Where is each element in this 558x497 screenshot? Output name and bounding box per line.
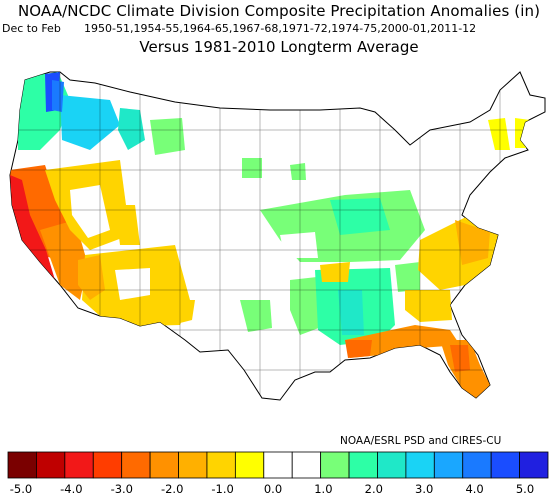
colorbar-swatch — [121, 451, 151, 479]
anomaly-region-az-white — [115, 268, 150, 300]
colorbar-swatch — [405, 451, 435, 479]
colorbar-tick-label: 3.0 — [415, 482, 434, 496]
colorbar-swatch — [149, 451, 179, 479]
anomaly-region-ne-yellow — [488, 118, 510, 150]
colorbar-swatch — [36, 451, 66, 479]
colorbar-tick-label: 5.0 — [515, 482, 535, 496]
colorbar-swatch — [234, 451, 265, 479]
anomaly-region-fl-panhandle — [345, 325, 460, 358]
colorbar-swatch — [206, 451, 236, 479]
anomaly-region-wy-wet — [242, 158, 262, 178]
colorbar-swatch — [7, 451, 37, 479]
anomaly-region-nc-orange — [455, 220, 490, 265]
anomaly-region-idaho-wet — [118, 108, 145, 150]
colorbar-swatch — [377, 451, 407, 479]
anomaly-region-montana-wet — [150, 118, 185, 155]
anomaly-region-ms-teal — [338, 290, 364, 335]
colorbar-swatch — [519, 451, 549, 479]
colorbar — [7, 451, 549, 479]
colorbar-tick-label: 0.0 — [263, 482, 283, 496]
composite-years: 1950-51,1954-55,1964-65,1967-68,1971-72,… — [84, 22, 477, 35]
colorbar-tick-label: -4.0 — [60, 482, 83, 496]
anomaly-region-ca-south — [40, 220, 88, 300]
colorbar-tick-label: -3.0 — [110, 482, 134, 496]
anomaly-region-ok-wet — [240, 300, 272, 332]
colorbar-swatch — [320, 451, 350, 479]
anomaly-region-ga-yellow — [405, 290, 452, 322]
anomaly-region-gulf-dark — [345, 340, 372, 358]
anomaly-region-nm-dry — [170, 300, 195, 325]
map-subtitle: Versus 1981-2010 Longterm Average — [139, 38, 419, 56]
colorbar-swatch — [178, 451, 208, 479]
anomaly-region-ohio-teal — [330, 198, 390, 235]
colorbar-swatch — [263, 451, 293, 479]
colorbar-swatch — [291, 451, 322, 479]
colorbar-swatch — [490, 451, 520, 479]
colorbar-swatch — [348, 451, 378, 479]
colorbar-tick-label: -1.0 — [211, 482, 234, 496]
anomaly-region-ca-coast — [10, 175, 58, 290]
anomaly-region-wa-dark — [52, 80, 64, 112]
anomaly-region-ne-yellow2 — [515, 118, 530, 148]
anomaly-region-indiana-white — [280, 232, 318, 258]
anomaly-region-ky-yellow — [320, 262, 350, 282]
colorbar-swatch — [462, 451, 492, 479]
credit-text: NOAA/ESRL PSD and CIRES-CU — [340, 435, 502, 447]
season-label: Dec to Feb — [2, 22, 61, 35]
colorbar-tick-label: 4.0 — [465, 482, 484, 496]
anomaly-region-tn-green — [395, 262, 420, 292]
map-title: NOAA/NCDC Climate Division Composite Pre… — [17, 2, 541, 20]
colorbar-tick-label: 1.0 — [314, 482, 333, 496]
anomaly-region-ky-green — [290, 163, 306, 180]
colorbar-tick-label: -2.0 — [160, 482, 184, 496]
colorbar-tick-label: 2.0 — [364, 482, 383, 496]
anomaly-region-nw-cyan — [60, 95, 120, 150]
colorbar-swatch — [433, 451, 464, 479]
anomaly-region-utah-dry — [115, 205, 140, 245]
colorbar-swatch — [92, 451, 123, 479]
colorbar-tick-label: -5.0 — [9, 482, 33, 496]
colorbar-swatch — [64, 451, 94, 479]
anomaly-region-az-orange — [78, 255, 105, 300]
